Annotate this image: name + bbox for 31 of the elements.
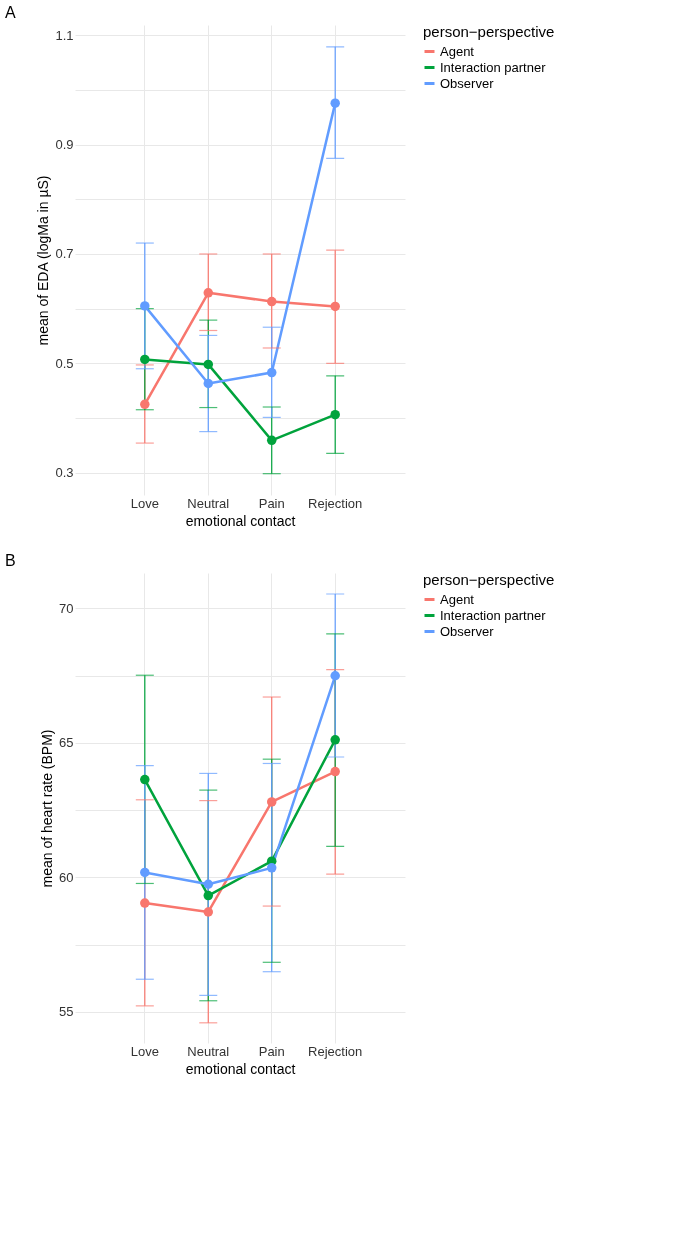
y-tick-label: 65 xyxy=(59,735,74,751)
x-axis-title: emotional contact xyxy=(185,1060,296,1077)
y-tick-label: 60 xyxy=(59,869,74,885)
x-tick-label: Neutral xyxy=(187,1043,230,1059)
legend-title: person−perspective xyxy=(423,23,555,40)
legend-label: Interaction partner xyxy=(440,59,547,75)
legend-label: Observer xyxy=(440,623,495,639)
x-tick-label: Rejection xyxy=(308,1043,363,1059)
legend-label: Agent xyxy=(440,591,475,607)
legend-label: Interaction partner xyxy=(440,607,547,623)
y-axis-title: mean of heart rate (BPM) xyxy=(39,729,56,888)
y-tick-label: 0.3 xyxy=(55,465,74,481)
chart-title: A xyxy=(5,4,16,21)
x-tick-label: Pain xyxy=(258,1043,285,1059)
x-tick-label: Neutral xyxy=(187,495,230,511)
y-tick-label: 70 xyxy=(59,600,74,616)
y-tick-label: 0.7 xyxy=(55,246,74,262)
y-tick-label: 1.1 xyxy=(55,27,74,43)
x-tick-label: Pain xyxy=(258,495,285,511)
y-tick-label: 0.5 xyxy=(55,355,74,371)
legend-label: Agent xyxy=(440,43,475,59)
x-tick-label: Love xyxy=(130,495,159,511)
chart-title: B xyxy=(5,552,16,569)
x-tick-label: Love xyxy=(130,1043,159,1059)
legend-title: person−perspective xyxy=(423,571,555,588)
x-axis-title: emotional contact xyxy=(185,512,296,529)
y-axis-title: mean of EDA (logMa in µS) xyxy=(35,175,52,346)
x-tick-label: Rejection xyxy=(308,495,363,511)
legend-label: Observer xyxy=(440,75,495,91)
y-tick-label: 0.9 xyxy=(55,137,74,153)
y-tick-label: 55 xyxy=(59,1004,74,1020)
